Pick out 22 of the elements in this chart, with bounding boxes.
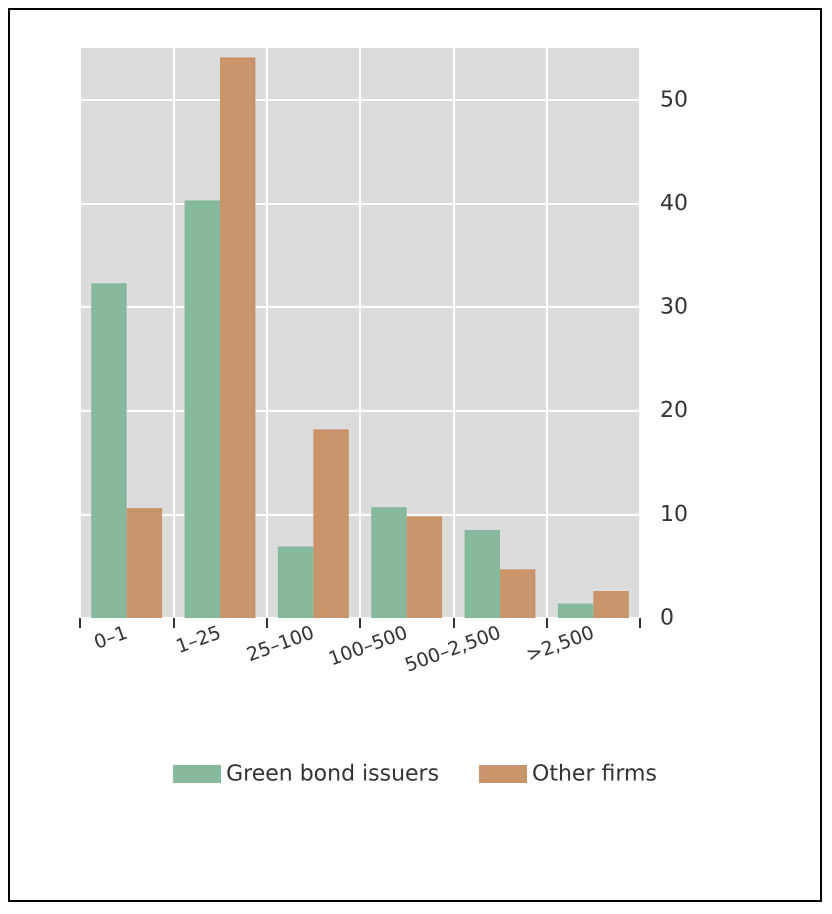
bar xyxy=(500,569,536,618)
y-tick-label: 10 xyxy=(660,502,688,527)
bar xyxy=(278,546,314,618)
bar xyxy=(313,429,349,618)
bar xyxy=(184,200,220,618)
bar xyxy=(91,283,127,618)
bar xyxy=(593,591,629,618)
y-tick-label: 50 xyxy=(660,87,688,112)
bar xyxy=(220,57,256,618)
bar xyxy=(371,507,407,618)
bar xyxy=(126,508,162,618)
bar xyxy=(464,530,500,618)
bar xyxy=(558,603,594,618)
bar xyxy=(406,516,442,618)
legend-label: Green bond issuers xyxy=(226,762,440,786)
legend-label: Other firms xyxy=(532,762,657,786)
y-tick-label: 30 xyxy=(660,294,688,320)
y-tick-label: 40 xyxy=(660,190,688,216)
y-tick-label: 20 xyxy=(660,398,688,424)
y-tick-label: 0 xyxy=(660,606,674,630)
x-tick-label: 0–1 xyxy=(91,622,130,654)
x-tick-label: 1–25 xyxy=(173,622,224,658)
